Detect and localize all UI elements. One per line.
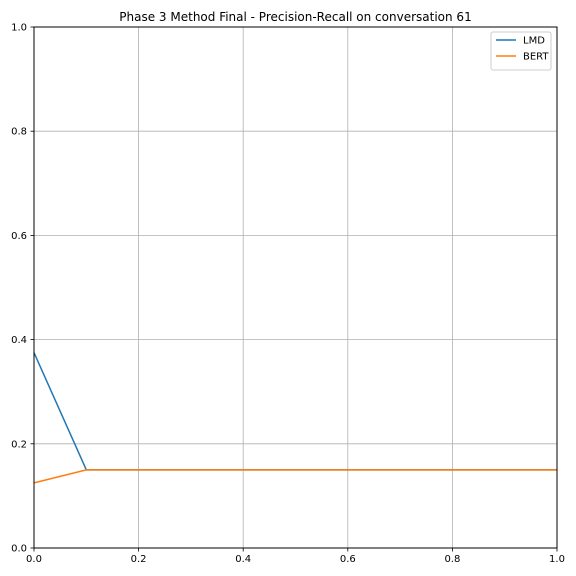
series-lines — [33, 352, 557, 484]
y-tick-label: 0.2 — [11, 439, 27, 450]
legend-label: BERT — [523, 52, 549, 63]
y-tick-label: 0.6 — [11, 231, 27, 242]
x-tick-label: 1.0 — [549, 554, 565, 565]
x-tick-label: 0.2 — [131, 554, 147, 565]
y-tick-label: 0.8 — [11, 127, 27, 138]
x-axis-ticks: 0.0 0.2 0.4 0.6 0.8 1.0 — [26, 548, 565, 565]
y-tick-label: 1.0 — [11, 23, 27, 34]
x-tick-label: 0.0 — [26, 554, 42, 565]
x-tick-label: 0.4 — [235, 554, 251, 565]
chart-title: Phase 3 Method Final - Precision-Recall … — [119, 10, 471, 24]
legend: LMD BERT — [490, 31, 552, 71]
x-tick-label: 0.8 — [444, 554, 460, 565]
legend-label: LMD — [523, 36, 545, 47]
series-line-lmd — [33, 352, 557, 471]
legend-box — [490, 31, 552, 71]
y-tick-label: 0.4 — [11, 335, 27, 346]
series-line-bert — [33, 469, 557, 484]
y-axis-ticks: 0.0 0.2 0.4 0.6 0.8 1.0 — [11, 23, 34, 555]
y-tick-label: 0.0 — [11, 544, 27, 555]
plot-frame — [33, 26, 558, 549]
x-tick-label: 0.6 — [340, 554, 356, 565]
